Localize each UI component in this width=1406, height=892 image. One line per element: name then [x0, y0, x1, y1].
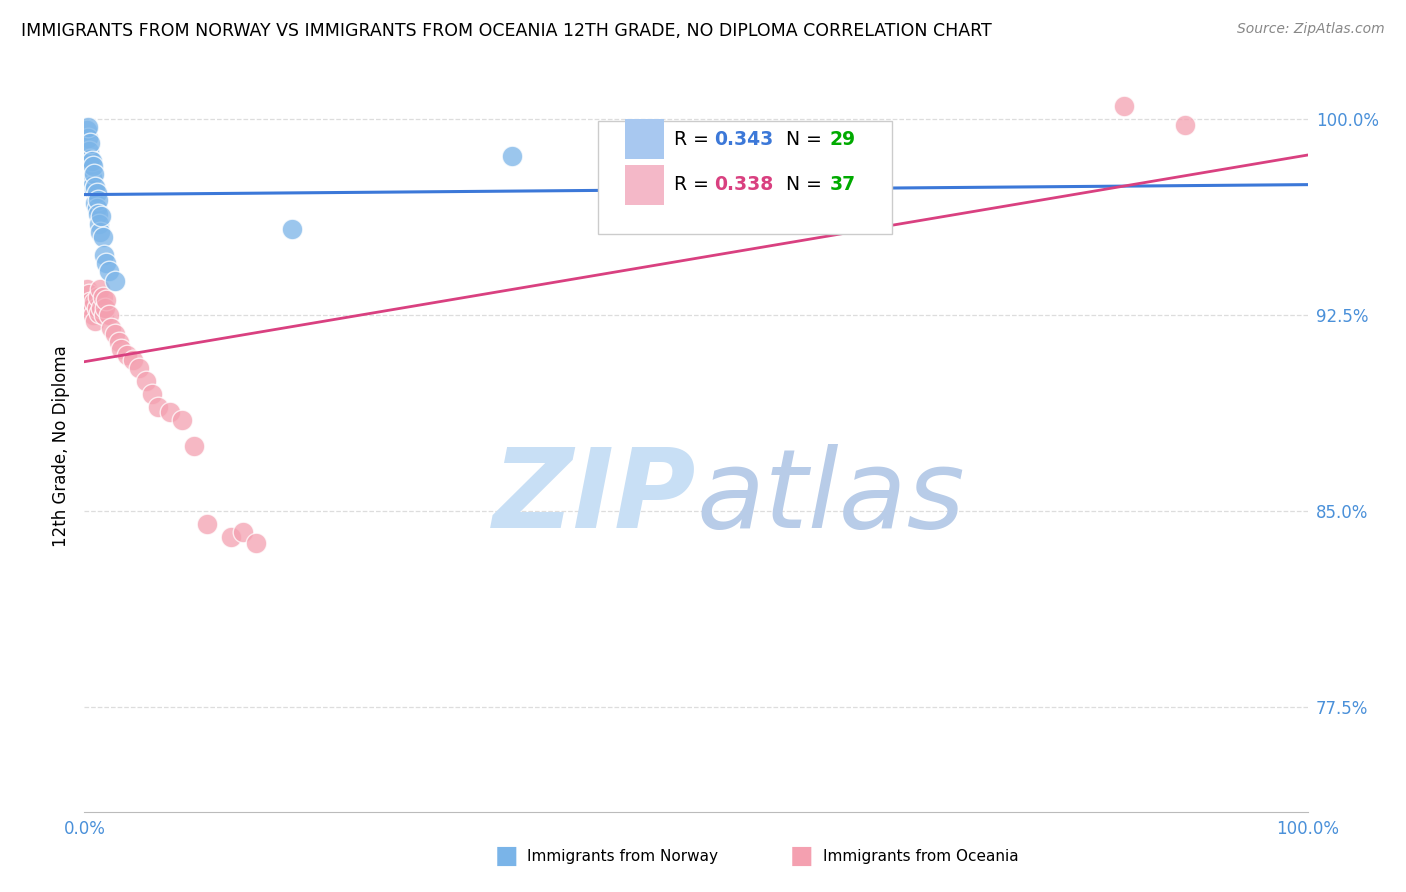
Point: [146, 400, 169, 414]
Point: [87, 194, 110, 208]
Point: [82, 178, 104, 192]
Point: [107, 334, 129, 349]
Point: [89, 225, 111, 239]
Point: [1174, 118, 1197, 132]
Point: [83, 167, 105, 181]
Point: [84, 180, 107, 194]
FancyBboxPatch shape: [626, 165, 664, 205]
Text: ■: ■: [790, 845, 813, 868]
FancyBboxPatch shape: [626, 120, 664, 160]
Point: [80, 169, 103, 184]
Point: [83, 183, 105, 197]
Point: [82, 160, 104, 174]
Point: [104, 326, 127, 341]
Point: [84, 196, 107, 211]
Text: R =: R =: [673, 175, 714, 194]
Point: [79, 136, 101, 150]
Point: [90, 301, 112, 315]
Point: [93, 309, 115, 323]
Point: [86, 202, 108, 216]
Point: [82, 309, 104, 323]
Point: [96, 293, 118, 307]
Text: Immigrants from Norway: Immigrants from Norway: [527, 849, 718, 863]
Point: [195, 517, 218, 532]
Text: N =: N =: [775, 175, 828, 194]
Point: [172, 413, 194, 427]
Point: [77, 130, 100, 145]
Point: [232, 525, 254, 540]
Point: [89, 282, 111, 296]
Point: [281, 222, 304, 236]
Point: [245, 535, 267, 549]
Point: [87, 290, 110, 304]
Point: [110, 343, 132, 357]
Point: [79, 295, 101, 310]
Point: [79, 152, 101, 166]
Point: [128, 360, 150, 375]
Point: [97, 264, 120, 278]
Point: [83, 295, 105, 310]
Point: [104, 275, 127, 289]
Point: [97, 309, 120, 323]
Point: [141, 386, 163, 401]
Point: [91, 290, 114, 304]
Text: 29: 29: [830, 130, 855, 149]
Text: atlas: atlas: [696, 443, 965, 550]
Point: [77, 144, 100, 158]
Point: [86, 301, 108, 315]
Point: [183, 439, 205, 453]
Point: [1114, 99, 1136, 113]
Text: 37: 37: [830, 175, 855, 194]
Point: [80, 301, 103, 315]
Text: N =: N =: [775, 130, 828, 149]
Point: [93, 248, 115, 262]
Point: [115, 348, 138, 362]
Text: IMMIGRANTS FROM NORWAY VS IMMIGRANTS FROM OCEANIA 12TH GRADE, NO DIPLOMA CORRELA: IMMIGRANTS FROM NORWAY VS IMMIGRANTS FRO…: [21, 22, 991, 40]
Point: [77, 287, 100, 301]
Point: [502, 149, 524, 163]
Point: [100, 321, 122, 335]
Text: Source: ZipAtlas.com: Source: ZipAtlas.com: [1237, 22, 1385, 37]
Point: [90, 209, 112, 223]
Point: [219, 531, 242, 545]
Point: [135, 374, 157, 388]
Point: [96, 256, 118, 270]
Point: [87, 217, 110, 231]
Point: [86, 186, 108, 200]
Point: [91, 230, 114, 244]
Point: [159, 405, 181, 419]
FancyBboxPatch shape: [598, 120, 891, 234]
Y-axis label: 12th Grade, No Diploma: 12th Grade, No Diploma: [52, 345, 70, 547]
Text: Immigrants from Oceania: Immigrants from Oceania: [823, 849, 1018, 863]
Text: ■: ■: [495, 845, 517, 868]
Text: ZIP: ZIP: [492, 443, 696, 550]
Point: [84, 313, 107, 327]
Text: 0.338: 0.338: [714, 175, 773, 194]
Point: [122, 352, 145, 367]
Point: [77, 157, 100, 171]
Point: [94, 301, 117, 315]
Point: [76, 282, 98, 296]
Point: [80, 154, 103, 169]
Point: [76, 123, 98, 137]
Point: [77, 120, 100, 135]
Point: [87, 206, 110, 220]
Text: 0.343: 0.343: [714, 130, 773, 149]
Point: [87, 306, 110, 320]
Point: [77, 301, 100, 315]
Text: R =: R =: [673, 130, 714, 149]
